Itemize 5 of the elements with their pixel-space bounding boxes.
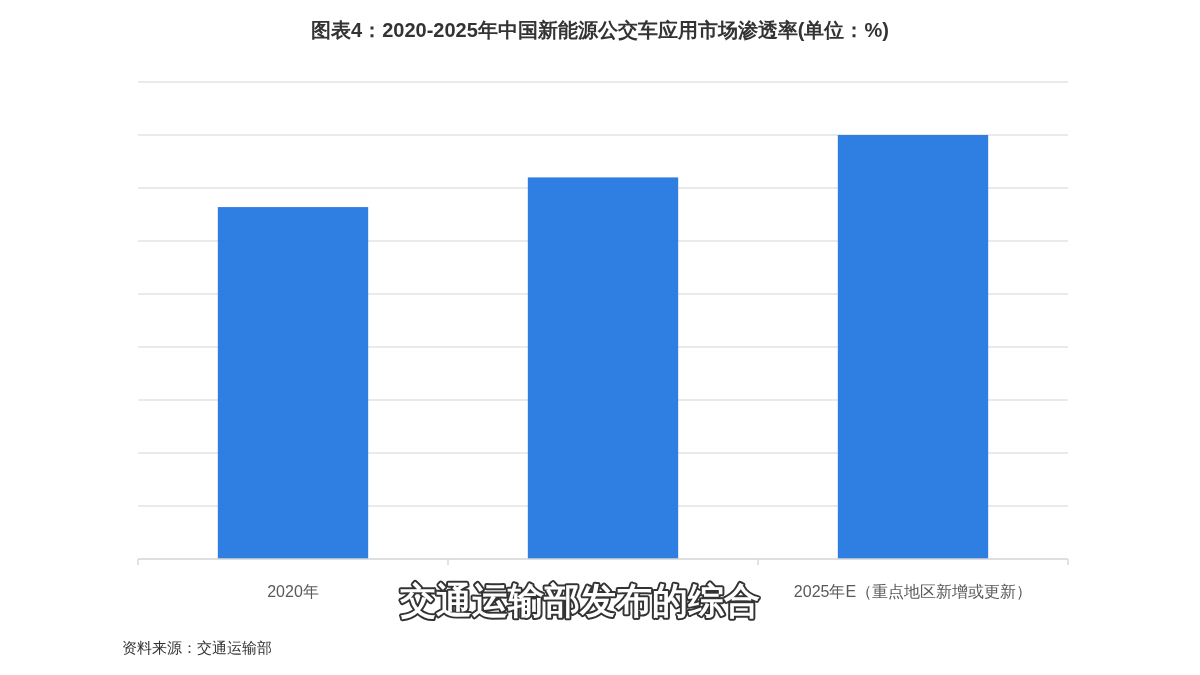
text: 资料来源：交通运输部	[122, 639, 272, 656]
x-tick-label: 2020年	[267, 583, 319, 600]
chart-title: 图表4：2020-2025年中国新能源公交车应用市场渗透率(单位：%)	[311, 19, 889, 41]
text: 交通运输部发布的综合	[399, 580, 760, 621]
x-tick-label: 2025年E（重点地区新增或更新）	[793, 583, 1033, 600]
